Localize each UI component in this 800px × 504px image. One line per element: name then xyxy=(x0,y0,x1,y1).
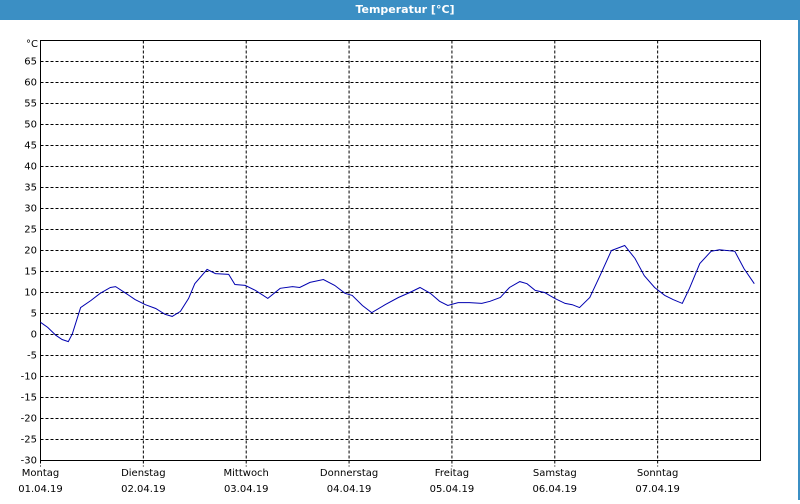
x-tick-weekday: Dienstag xyxy=(121,468,166,479)
y-tick-label: 10 xyxy=(24,288,37,299)
y-tick-label: 5 xyxy=(31,309,37,320)
y-tick-label: 45 xyxy=(24,141,37,152)
y-tick-label: -20 xyxy=(21,414,37,425)
x-tick-label: 03.04.19 xyxy=(224,484,269,495)
x-tick-label: 06.04.19 xyxy=(533,484,578,495)
x-tick-weekday: Freitag xyxy=(435,468,469,479)
y-tick-label: 55 xyxy=(24,99,37,110)
y-tick-label: -10 xyxy=(21,372,37,383)
y-tick-label: 15 xyxy=(24,267,37,278)
title-bar xyxy=(0,0,800,20)
x-tick-label: 02.04.19 xyxy=(121,484,166,495)
temperature-line xyxy=(40,244,755,343)
chart-title: Temperatur [°C] xyxy=(355,3,454,16)
window-border xyxy=(798,20,800,500)
y-tick-label: 65 xyxy=(24,57,37,68)
y-axis-label: °C xyxy=(26,39,38,50)
x-tick-label: 05.04.19 xyxy=(430,484,475,495)
x-tick-label: 01.04.19 xyxy=(18,484,63,495)
y-tick-label: 40 xyxy=(24,162,37,173)
x-tick-label: 04.04.19 xyxy=(327,484,372,495)
y-tick-label: 20 xyxy=(24,246,37,257)
y-tick-label: -15 xyxy=(21,393,37,404)
y-tick-label: 60 xyxy=(24,78,37,89)
y-tick-label: 25 xyxy=(24,225,37,236)
y-tick-label: -30 xyxy=(21,456,37,467)
y-tick-label: 50 xyxy=(24,120,37,131)
x-tick-weekday: Samstag xyxy=(533,468,577,479)
x-tick-label: 07.04.19 xyxy=(635,484,680,495)
x-tick-weekday: Sonntag xyxy=(637,468,679,479)
y-tick-label: -25 xyxy=(21,435,37,446)
y-tick-label: 35 xyxy=(24,183,37,194)
y-tick-label: -5 xyxy=(27,351,37,362)
y-tick-label: 0 xyxy=(31,330,37,341)
x-tick-weekday: Montag xyxy=(22,468,59,479)
x-tick-weekday: Mittwoch xyxy=(224,468,269,479)
x-tick-weekday: Donnerstag xyxy=(320,468,378,479)
y-tick-label: 30 xyxy=(24,204,37,215)
